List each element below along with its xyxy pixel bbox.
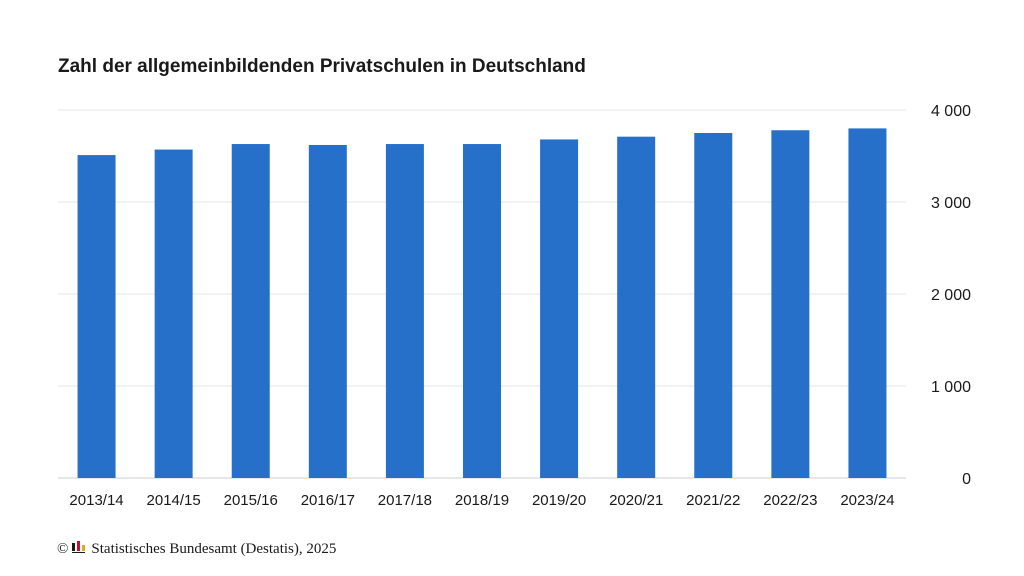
bar	[77, 155, 116, 478]
x-tick-label: 2020/21	[609, 492, 663, 509]
bar	[231, 144, 270, 479]
x-tick-label: 2016/17	[301, 492, 355, 509]
x-tick-label: 2014/15	[147, 492, 201, 509]
x-tick-label: 2023/24	[840, 492, 894, 509]
bar	[848, 128, 887, 478]
y-tick-label: 2 000	[931, 287, 971, 304]
bar	[154, 149, 193, 478]
copyright-symbol: ©	[57, 540, 69, 557]
destatis-logo-icon	[72, 540, 86, 558]
y-tick-label: 4 000	[931, 103, 971, 120]
bar	[617, 136, 656, 478]
x-tick-label: 2017/18	[378, 492, 432, 509]
bar	[463, 144, 501, 479]
bar	[771, 130, 810, 479]
bar	[694, 133, 733, 478]
x-tick-label: 2022/23	[763, 492, 817, 509]
bar	[540, 139, 579, 478]
y-tick-label: 1 000	[931, 379, 971, 396]
chart-title: Zahl der allgemeinbildenden Privatschule…	[58, 56, 586, 77]
x-tick-label: 2015/16	[224, 492, 278, 509]
y-tick-label: 3 000	[931, 195, 971, 212]
x-tick-label: 2019/20	[532, 492, 586, 509]
source-text: Statistisches Bundesamt (Destatis), 2025	[91, 540, 337, 557]
x-tick-label: 2021/22	[686, 492, 740, 509]
y-tick-label: 0	[962, 471, 971, 488]
x-tick-label: 2013/14	[69, 492, 123, 509]
bar	[385, 144, 424, 479]
source-footer: © Statistisches Bundesamt (Destatis), 20…	[57, 540, 336, 558]
x-tick-label: 2018/19	[455, 492, 509, 509]
bar	[308, 144, 347, 478]
